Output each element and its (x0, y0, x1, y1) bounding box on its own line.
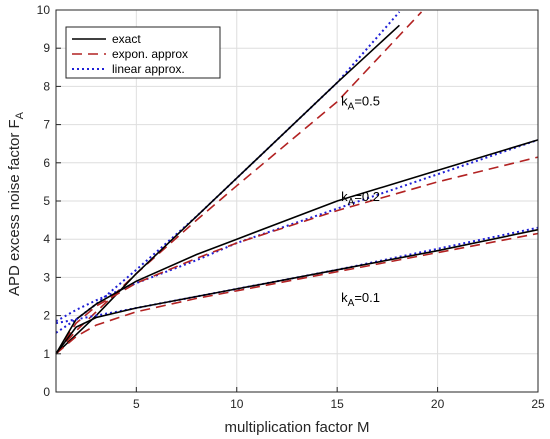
y-tick-label: 1 (43, 347, 50, 361)
legend-box (65, 26, 221, 79)
legend-label-2: linear approx. (112, 62, 185, 76)
y-axis-ticks: 0 1 2 3 4 5 6 7 8 9 10 (37, 3, 61, 399)
y-tick-label: 8 (43, 79, 50, 93)
x-tick-label: 10 (230, 397, 244, 411)
y-axis-label-sub: A (14, 111, 26, 119)
curve-exact-k0.5 (55, 24, 400, 355)
y-tick-label: 4 (43, 232, 50, 246)
annotations: kA=0.5 kA=0.2 kA=0.1 (341, 94, 380, 310)
y-tick-label: 3 (43, 270, 50, 284)
curve-expon-k0.1 (55, 232, 539, 355)
y-tick-label: 6 (43, 156, 50, 170)
curves (55, 11, 539, 355)
y-axis-label-main: APD excess noise factor F (6, 119, 23, 296)
y-axis-label: APD excess noise factor FA (6, 111, 26, 296)
curve-expon-k0.5 (55, 11, 423, 355)
y-tick-label: 2 (43, 309, 50, 323)
curve-linear-k0.1 (55, 226, 539, 325)
y-tick-label: 10 (37, 3, 51, 17)
x-axis-label: multiplication factor M (224, 419, 369, 436)
curve-expon-k0.2 (55, 156, 539, 355)
curve-exact-k0.2 (55, 139, 539, 355)
x-tick-label: 15 (330, 397, 344, 411)
x-tick-label: 20 (431, 397, 445, 411)
x-tick-label: 5 (133, 397, 140, 411)
x-tick-label: 25 (531, 397, 545, 411)
y-tick-label: 5 (43, 194, 50, 208)
y-tick-label: 0 (43, 385, 50, 399)
y-tick-label: 7 (43, 118, 50, 132)
annotation-k: kA=0.5 (341, 94, 380, 113)
y-tick-label: 9 (43, 41, 50, 55)
curve-exact-k0.1 (55, 228, 539, 355)
curve-linear-k0.2 (55, 138, 539, 323)
legend-label-1: expon. approx (112, 47, 188, 61)
annotation-k: kA=0.2 (341, 189, 380, 208)
x-axis-ticks: 5 10 15 20 25 (133, 387, 545, 411)
annotation-k: kA=0.1 (341, 290, 380, 309)
legend-label-0: exact (112, 32, 141, 46)
